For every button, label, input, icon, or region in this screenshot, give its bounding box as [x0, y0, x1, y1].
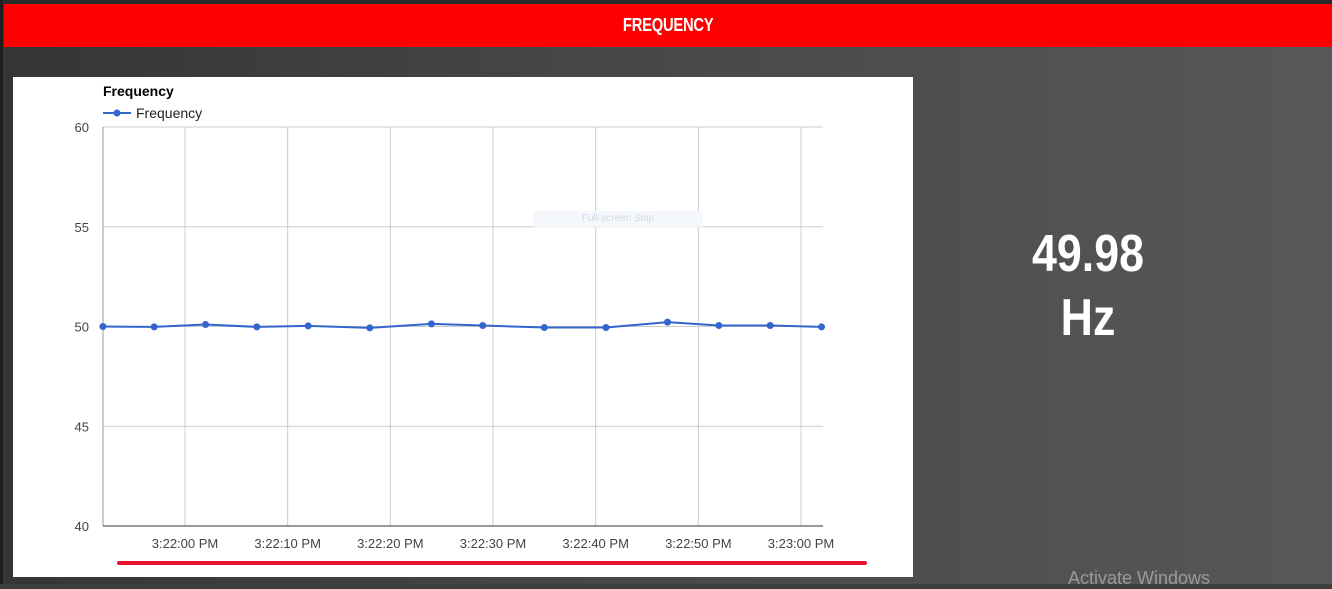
x-tick-label: 3:22:20 PM [357, 536, 424, 551]
legend-label: Frequency [136, 105, 202, 121]
data-point [479, 322, 487, 330]
snip-overlay-label: Full-screen Snip [533, 211, 703, 227]
page-header: FREQUENCY [4, 4, 1332, 47]
y-tick-label: 60 [75, 120, 89, 135]
chart-title: Frequency [103, 83, 174, 99]
frequency-value: 49.98 Hz [1032, 225, 1144, 347]
x-tick-label: 3:22:30 PM [460, 536, 527, 551]
data-point [366, 324, 374, 332]
frequency-readout: 49.98 Hz [988, 222, 1188, 347]
legend-marker [113, 109, 121, 117]
y-tick-label: 50 [75, 320, 89, 335]
y-tick-label: 45 [75, 419, 89, 434]
page-title: FREQUENCY [622, 15, 714, 35]
data-point [427, 320, 435, 328]
y-tick-label: 40 [75, 519, 89, 534]
data-point [602, 323, 610, 331]
data-point [766, 322, 774, 330]
data-point [304, 322, 312, 330]
x-tick-label: 3:22:10 PM [254, 536, 321, 551]
data-point [664, 318, 672, 326]
left-border [0, 0, 3, 584]
x-tick-label: 3:22:40 PM [562, 536, 629, 551]
top-border [0, 0, 1332, 4]
frequency-line-chart: 60 55 50 45 40 3:22:00 PM 3:22:10 PM 3:22:20 PM… [75, 83, 835, 551]
data-point [540, 323, 548, 331]
frequency-series-line [102, 321, 822, 329]
data-point [715, 322, 723, 330]
data-point [150, 323, 158, 331]
activate-windows-watermark: Activate Windows [1068, 568, 1211, 588]
red-underline-bar [117, 561, 867, 565]
frequency-chart-card: 60 55 50 45 40 3:22:00 PM 3:22:10 PM 3:22:20 PM… [13, 77, 913, 577]
data-point [99, 323, 107, 330]
x-tick-label: 3:22:50 PM [665, 536, 732, 551]
x-tick-label: 3:22:00 PM [152, 536, 219, 551]
data-point [253, 323, 261, 331]
data-point [818, 323, 826, 331]
y-tick-label: 55 [75, 220, 89, 235]
data-point [202, 321, 210, 329]
x-tick-label: 3:23:00 PM [768, 536, 835, 551]
